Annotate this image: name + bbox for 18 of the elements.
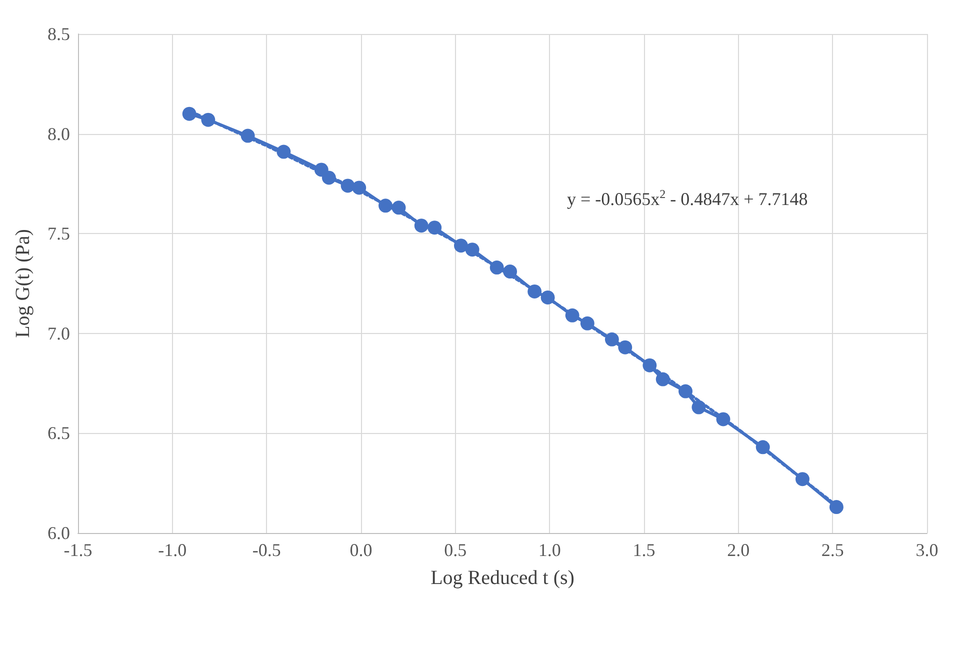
x-tick-label: 1.0 — [538, 540, 561, 560]
y-tick-label: 8.0 — [48, 124, 70, 144]
x-axis-title: Log Reduced t (s) — [430, 567, 574, 589]
x-tick-label: -0.5 — [252, 540, 281, 560]
x-tick-label: 2.5 — [821, 540, 844, 560]
x-tick-label: 0.5 — [444, 540, 467, 560]
y-tick-label: 7.5 — [48, 224, 70, 244]
x-tick-label: -1.0 — [158, 540, 187, 560]
y-axis-title: Log G(t) (Pa) — [12, 229, 34, 338]
x-tick-label: 0.0 — [350, 540, 372, 560]
y-tick-label: 8.5 — [48, 24, 70, 44]
y-tick-label: 6.5 — [48, 423, 70, 444]
y-tick-label: 7.0 — [48, 323, 70, 344]
x-tick-label: -1.5 — [64, 540, 92, 560]
x-tick-label: 3.0 — [916, 540, 938, 560]
x-tick-label: 2.0 — [727, 540, 750, 560]
x-tick-label: 1.5 — [632, 540, 656, 560]
y-tick-label: 6.0 — [48, 523, 70, 543]
